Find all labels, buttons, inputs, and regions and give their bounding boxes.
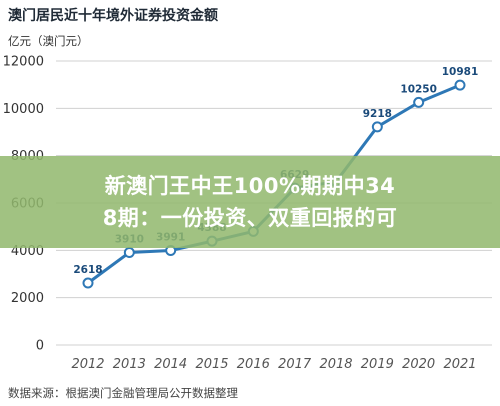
x-tick-label: 2020 xyxy=(402,357,435,372)
data-label: 10981 xyxy=(442,66,479,78)
x-tick-label: 2015 xyxy=(195,357,228,372)
x-tick-label: 2019 xyxy=(361,357,394,372)
data-point xyxy=(413,96,425,108)
x-tick-label: 2017 xyxy=(278,357,312,372)
x-tick-label: 2021 xyxy=(443,357,476,372)
data-label: 10250 xyxy=(400,83,437,95)
x-tick-label: 2016 xyxy=(237,357,270,372)
x-axis-ticks: 2012 2013 2014 2015 2016 2017 2018 2019 2020 2021 xyxy=(71,357,476,372)
data-source-note: 数据来源：根据澳门金融管理局公开数据整理 xyxy=(8,386,238,400)
y-tick-label: 10000 xyxy=(3,102,44,117)
x-tick-label: 2018 xyxy=(319,357,352,372)
data-point xyxy=(123,246,135,258)
promo-overlay-banner: 新澳门王中王100%期期中34 8期：一份投资、双重回报的可 xyxy=(0,156,500,248)
y-axis-unit-label: 亿元（澳门元） xyxy=(8,34,89,48)
data-label: 9218 xyxy=(363,108,392,120)
promo-overlay-text: 新澳门王中王100%期期中34 8期：一份投资、双重回报的可 xyxy=(102,174,398,230)
y-tick-label: 0 xyxy=(36,339,44,354)
x-tick-label: 2012 xyxy=(71,357,104,372)
y-tick-label: 12000 xyxy=(3,55,44,70)
x-tick-label: 2014 xyxy=(154,357,187,372)
data-label: 2618 xyxy=(73,264,102,276)
x-tick-label: 2013 xyxy=(113,357,146,372)
data-point xyxy=(82,277,94,289)
chart-title: 澳门居民近十年境外证券投资金额 xyxy=(8,8,218,24)
data-point xyxy=(454,79,466,91)
data-point xyxy=(371,121,383,133)
y-tick-label: 2000 xyxy=(11,291,44,306)
